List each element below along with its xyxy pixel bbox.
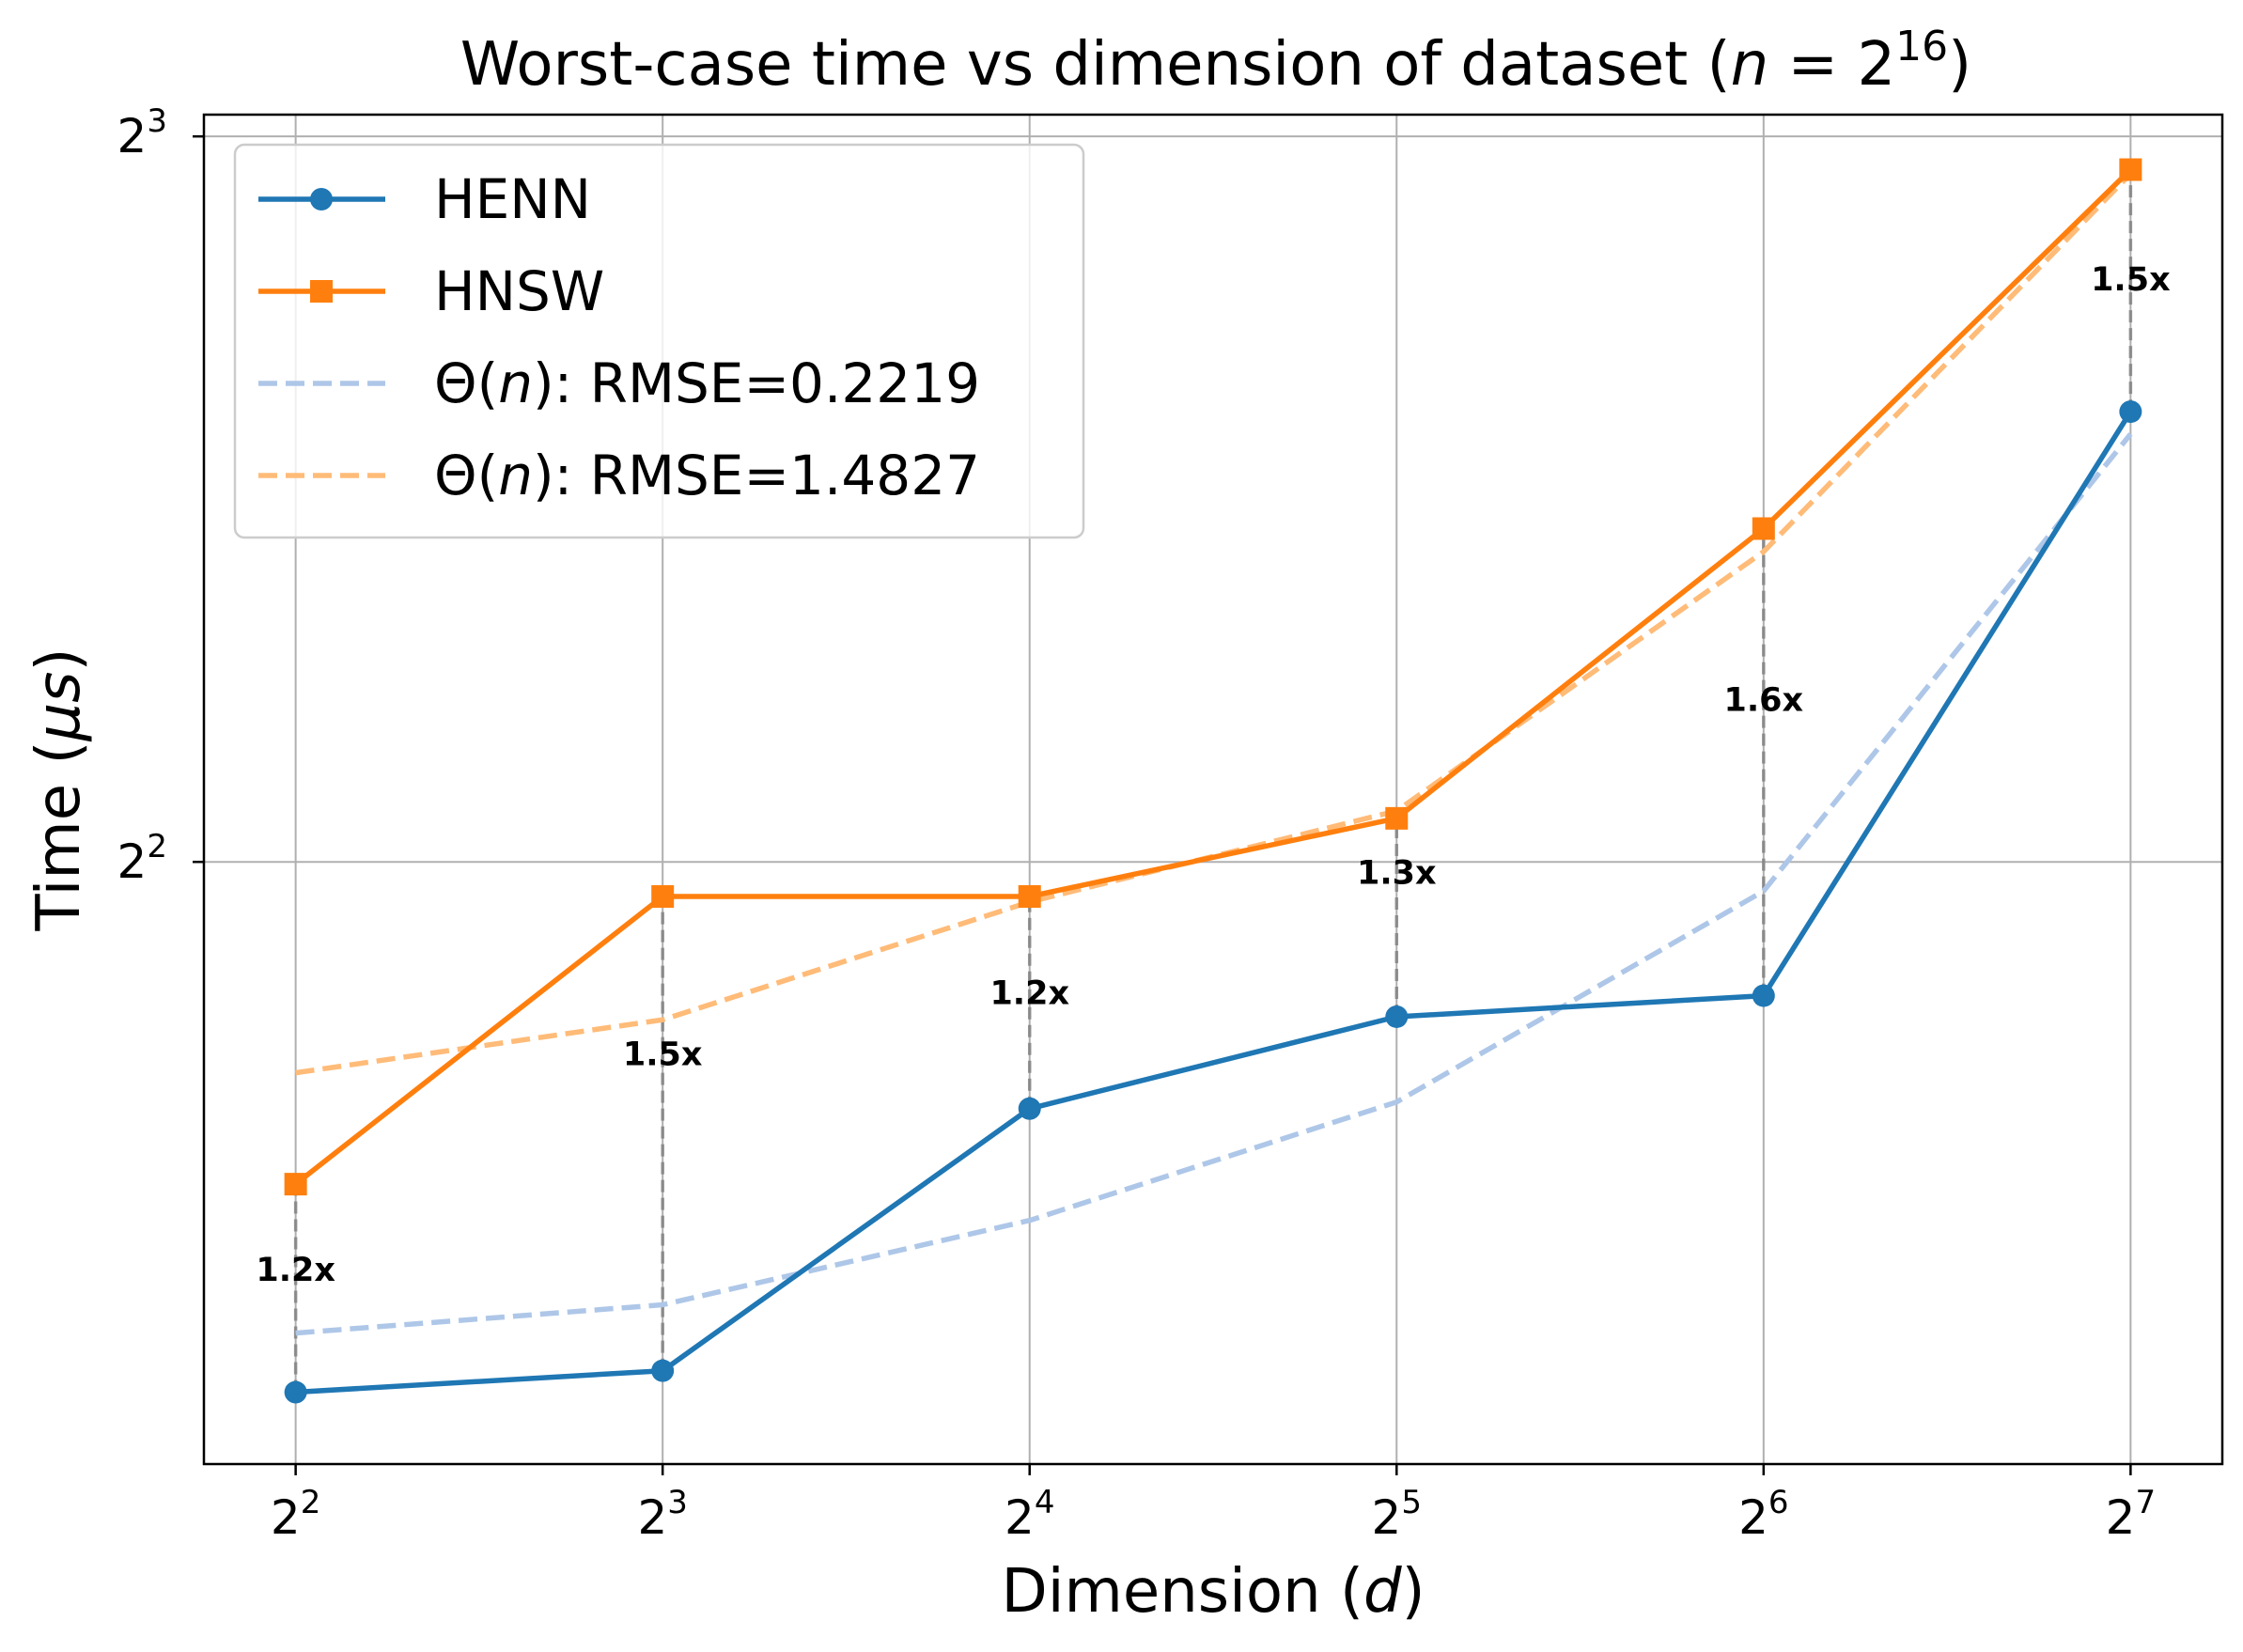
chart-title: Worst-case time vs dimension of dataset … [460,23,1971,100]
data-point-hnsw [1752,517,1775,540]
legend-box [233,143,1085,539]
data-point-henn [1385,1005,1409,1028]
data-point-henn [2119,400,2142,424]
legend: HENN HNSW Θ(n): RMSE=0.2219 Θ(n): RMSE=1.48… [233,143,1085,539]
x-tick-label: 24 [1005,1484,1054,1545]
x-axis-label: Dimension (d) [1001,1557,1425,1627]
ratio-label: 1.6x [1724,682,1804,720]
legend-marker-square [310,280,333,303]
ratio-label: 1.5x [2091,261,2171,299]
series-line-hnsw [293,167,2133,1187]
axis-ticks: 22 23 24 25 26 27 22 23 [117,102,2157,1545]
data-point-hnsw [1385,806,1409,830]
ratio-labels: 1.2x 1.5x 1.2x 1.3x 1.6x 1.5x [256,261,2171,1289]
legend-label: Θ(n): RMSE=1.4827 [434,444,980,507]
data-point-hnsw [2119,158,2142,181]
data-point-henn [1752,984,1775,1007]
data-point-henn [651,1359,675,1382]
ratio-label: 1.2x [256,1252,335,1289]
legend-label: HNSW [434,259,604,323]
ratio-guide-lines [293,169,2133,1393]
x-tick-label: 22 [271,1484,320,1545]
x-tick-label: 26 [1738,1484,1788,1545]
ratio-label: 1.2x [989,974,1069,1012]
series-line-henn [295,410,2133,1395]
ratio-label: 1.3x [1357,854,1437,892]
data-point-hnsw [1018,885,1041,909]
legend-marker-circle [310,188,333,210]
y-tick-label: 23 [117,102,167,164]
x-tick-label: 27 [2106,1484,2156,1545]
ratio-label: 1.5x [623,1036,703,1073]
x-tick-label: 25 [1372,1484,1422,1545]
legend-label: HENN [434,167,591,231]
data-point-henn [284,1380,307,1404]
data-point-hnsw [284,1173,307,1196]
series-line--n-rmse-1-4827 [295,171,2133,1076]
series-line--n-rmse-0-2219 [295,432,2133,1336]
y-axis-label: Time (μs) [24,648,94,932]
y-tick-label: 22 [117,828,167,889]
data-point-hnsw [651,885,675,909]
data-point-henn [1018,1097,1041,1120]
legend-label: Θ(n): RMSE=0.2219 [434,351,980,415]
data-series [284,158,2142,1404]
plot-frame [202,113,2224,1466]
x-tick-label: 23 [637,1484,687,1545]
